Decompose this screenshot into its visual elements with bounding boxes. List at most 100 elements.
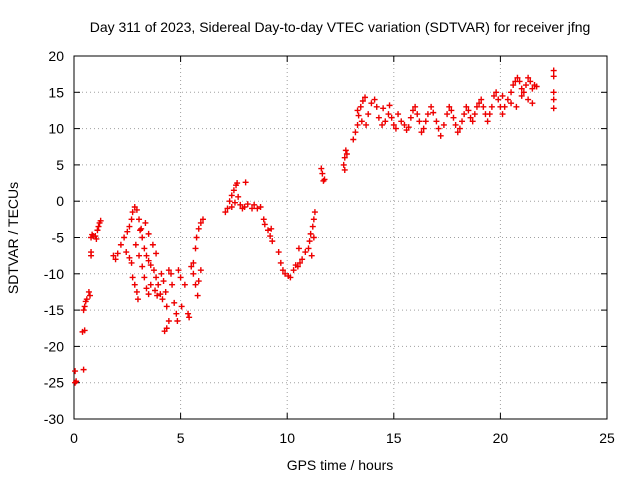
data-point — [401, 121, 408, 128]
data-point — [241, 204, 248, 211]
data-point — [550, 67, 557, 74]
data-point — [550, 73, 557, 80]
data-point — [230, 187, 237, 194]
data-point — [237, 201, 244, 208]
x-tick-label: 0 — [70, 430, 78, 446]
data-point — [499, 111, 506, 118]
data-point — [162, 288, 169, 295]
data-point — [295, 245, 302, 252]
data-point — [181, 281, 188, 288]
data-point — [357, 103, 364, 110]
data-point — [157, 291, 164, 298]
y-tick-label: -15 — [44, 302, 64, 318]
data-point — [448, 107, 455, 114]
data-point — [465, 107, 472, 114]
data-point — [398, 118, 405, 125]
data-point — [476, 100, 483, 107]
data-point — [461, 111, 468, 118]
data-point — [81, 303, 88, 310]
data-point — [342, 147, 349, 154]
data-point — [352, 129, 359, 136]
data-point — [409, 107, 416, 114]
data-point — [147, 281, 154, 288]
data-point — [169, 281, 176, 288]
data-point — [452, 121, 459, 128]
data-point — [260, 216, 267, 223]
data-point — [228, 192, 235, 199]
data-point — [437, 132, 444, 139]
x-axis-label: GPS time / hours — [287, 457, 394, 473]
data-point — [199, 216, 206, 223]
data-point — [308, 252, 315, 259]
data-point — [145, 230, 152, 237]
data-point — [405, 124, 412, 131]
data-point — [139, 263, 146, 270]
data-point — [177, 274, 184, 281]
data-point — [296, 259, 303, 266]
data-point — [424, 111, 431, 118]
data-point — [319, 170, 326, 177]
data-point — [97, 217, 104, 224]
data-point — [282, 270, 289, 277]
data-point — [149, 241, 156, 248]
data-point — [145, 257, 152, 264]
data-point — [128, 259, 135, 266]
data-point — [550, 96, 557, 103]
data-point — [362, 94, 369, 101]
y-axis-ticks: -30 -25 -20 -15 -10 -5 0 5 10 15 20 — [44, 48, 607, 427]
x-tick-label: 5 — [177, 430, 185, 446]
data-point — [192, 245, 199, 252]
data-point — [110, 252, 117, 259]
data-point — [525, 96, 532, 103]
data-point — [88, 252, 95, 259]
data-point — [80, 366, 87, 373]
data-point — [185, 310, 192, 317]
data-point — [139, 234, 146, 241]
data-point — [194, 292, 201, 299]
data-point — [290, 267, 297, 274]
data-point — [392, 125, 399, 132]
data-point — [299, 256, 306, 263]
data-point — [267, 233, 274, 240]
data-point — [86, 292, 93, 299]
y-tick-label: -10 — [44, 266, 64, 282]
data-point — [254, 205, 261, 212]
data-point — [307, 230, 314, 237]
y-tick-label: 0 — [56, 193, 64, 209]
data-point — [454, 129, 461, 136]
data-point — [190, 270, 197, 277]
data-point — [358, 118, 365, 125]
data-point — [155, 281, 162, 288]
data-point — [121, 234, 128, 241]
data-point — [153, 274, 160, 281]
data-point — [350, 136, 357, 143]
data-point — [171, 299, 178, 306]
data-point — [257, 204, 264, 211]
data-point — [141, 245, 148, 252]
data-point — [305, 245, 312, 252]
data-point — [444, 111, 451, 118]
x-tick-label: 20 — [493, 430, 509, 446]
data-point — [129, 209, 136, 216]
data-point — [529, 100, 536, 107]
data-point — [418, 129, 425, 136]
data-point — [235, 193, 242, 200]
y-tick-label: -30 — [44, 411, 64, 427]
data-point — [136, 216, 143, 223]
data-point — [508, 89, 515, 96]
data-point — [124, 228, 131, 235]
data-point — [341, 154, 348, 161]
data-point — [433, 118, 440, 125]
data-point — [93, 235, 100, 242]
data-point — [486, 111, 493, 118]
data-point — [268, 225, 275, 232]
data-point — [197, 219, 204, 226]
data-point — [269, 238, 276, 245]
data-point — [514, 74, 521, 81]
data-point — [73, 378, 80, 385]
data-point — [355, 112, 362, 119]
data-point — [192, 281, 199, 288]
data-point — [226, 198, 233, 205]
data-point — [178, 303, 185, 310]
